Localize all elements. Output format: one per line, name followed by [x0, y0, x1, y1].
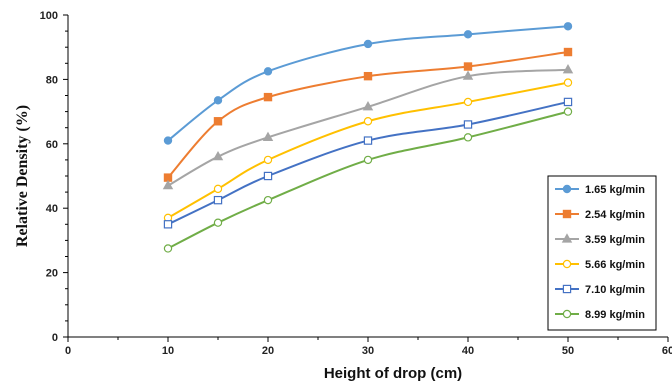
- legend-box: [547, 175, 657, 331]
- y-tick-label: 0: [52, 332, 58, 344]
- data-point: [162, 179, 174, 190]
- x-tick-label: 20: [262, 345, 274, 357]
- data-point: [263, 92, 273, 102]
- data-point: [362, 101, 374, 111]
- data-point: [213, 195, 223, 205]
- y-tick-label: 40: [46, 203, 58, 215]
- data-point: [263, 155, 273, 165]
- series-5: [163, 97, 573, 229]
- legend-item: 2.54 kg/min: [555, 209, 645, 221]
- data-point: [163, 136, 173, 145]
- data-point: [363, 136, 373, 145]
- data-point: [463, 97, 473, 107]
- legend-item: 5.66 kg/min: [555, 259, 645, 271]
- legend-label: 8.99 kg/min: [585, 309, 645, 321]
- tick-labels: 0 10 20 30 40 50 60 0 20 40 60 80 100: [40, 10, 672, 357]
- data-point: [213, 218, 223, 227]
- data-point: [363, 155, 373, 165]
- legend-label: 7.10 kg/min: [585, 284, 645, 296]
- data-point: [363, 117, 373, 126]
- x-tick-label: 30: [362, 345, 374, 357]
- legend-item: 3.59 kg/min: [555, 233, 645, 246]
- legend-item: 7.10 kg/min: [555, 284, 645, 296]
- series-6: [163, 107, 573, 253]
- data-point: [463, 120, 473, 129]
- y-tick-label: 20: [46, 268, 58, 280]
- data-point: [463, 133, 473, 142]
- x-tick-label: 10: [162, 345, 174, 357]
- series-4: [163, 78, 573, 223]
- data-point: [563, 107, 573, 116]
- x-tick-label: 0: [65, 345, 71, 357]
- legend-label: 5.66 kg/min: [585, 259, 645, 271]
- data-point: [462, 70, 474, 80]
- data-point: [463, 62, 473, 71]
- legend-marker: [562, 209, 572, 219]
- data-point: [263, 171, 273, 181]
- legend-label: 1.65 kg/min: [585, 184, 645, 196]
- data-point: [363, 71, 373, 81]
- data-point: [262, 131, 274, 141]
- legend-label: 2.54 kg/min: [585, 209, 645, 221]
- series-3: [162, 64, 574, 190]
- legend: 1.65 kg/min 2.54 kg/min 3.59 kg/min 5.66 kg…: [547, 175, 657, 331]
- legend-label: 3.59 kg/min: [585, 234, 645, 246]
- data-point: [463, 30, 473, 39]
- data-point: [563, 47, 573, 57]
- y-tick-label: 100: [40, 10, 58, 22]
- legend-item: 1.65 kg/min: [555, 184, 645, 196]
- legend-marker: [561, 233, 573, 243]
- data-point: [212, 150, 224, 161]
- data-point: [563, 97, 573, 107]
- data-point: [163, 244, 173, 253]
- x-tick-label: 50: [562, 345, 574, 357]
- data-point: [163, 220, 173, 229]
- y-tick-label: 60: [46, 139, 58, 151]
- x-tick-label: 40: [462, 345, 474, 357]
- series-1: [163, 22, 573, 145]
- legend-marker: [562, 259, 572, 269]
- series-line: [167, 110, 569, 250]
- data-point: [263, 67, 273, 76]
- data-point: [213, 184, 223, 194]
- data-point: [213, 96, 223, 105]
- data-point: [563, 22, 573, 31]
- axes: [63, 14, 669, 342]
- legend-item: 8.99 kg/min: [555, 309, 645, 321]
- data-point: [563, 78, 573, 87]
- legend-marker: [562, 309, 572, 319]
- x-axis-label: Height of drop (cm): [324, 365, 462, 382]
- series-layer: [162, 22, 574, 253]
- legend-marker: [562, 184, 572, 194]
- x-tick-label: 60: [662, 345, 672, 357]
- legend-marker: [562, 284, 572, 294]
- data-point: [562, 64, 574, 74]
- series-2: [163, 47, 573, 182]
- data-point: [213, 117, 223, 126]
- data-point: [363, 39, 373, 49]
- y-axis-label: Relative Density (%): [14, 105, 31, 247]
- data-point: [263, 195, 273, 205]
- y-tick-label: 80: [46, 74, 58, 86]
